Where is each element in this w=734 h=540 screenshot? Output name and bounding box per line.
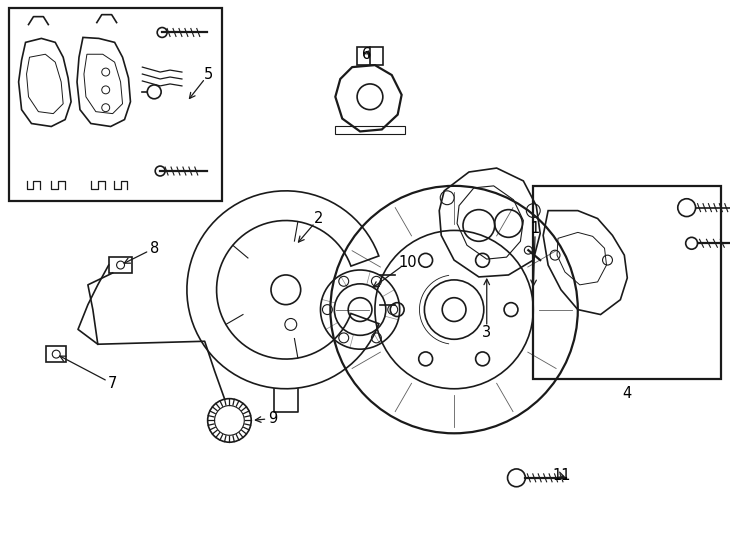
Text: 1: 1 xyxy=(531,221,540,236)
Bar xyxy=(109,257,132,273)
Bar xyxy=(534,186,722,379)
Text: 3: 3 xyxy=(482,325,491,340)
Text: 9: 9 xyxy=(269,411,277,426)
Bar xyxy=(46,346,66,362)
Circle shape xyxy=(52,350,60,358)
Text: 2: 2 xyxy=(314,211,323,226)
Text: 6: 6 xyxy=(363,47,371,62)
Text: 8: 8 xyxy=(150,241,159,256)
Circle shape xyxy=(117,261,125,269)
Text: 7: 7 xyxy=(108,376,117,392)
Text: 11: 11 xyxy=(553,468,571,483)
Text: 4: 4 xyxy=(622,386,632,401)
Bar xyxy=(9,8,222,201)
Bar xyxy=(357,48,383,65)
Text: 10: 10 xyxy=(399,254,417,269)
Text: 5: 5 xyxy=(204,66,214,82)
Bar xyxy=(335,126,404,134)
